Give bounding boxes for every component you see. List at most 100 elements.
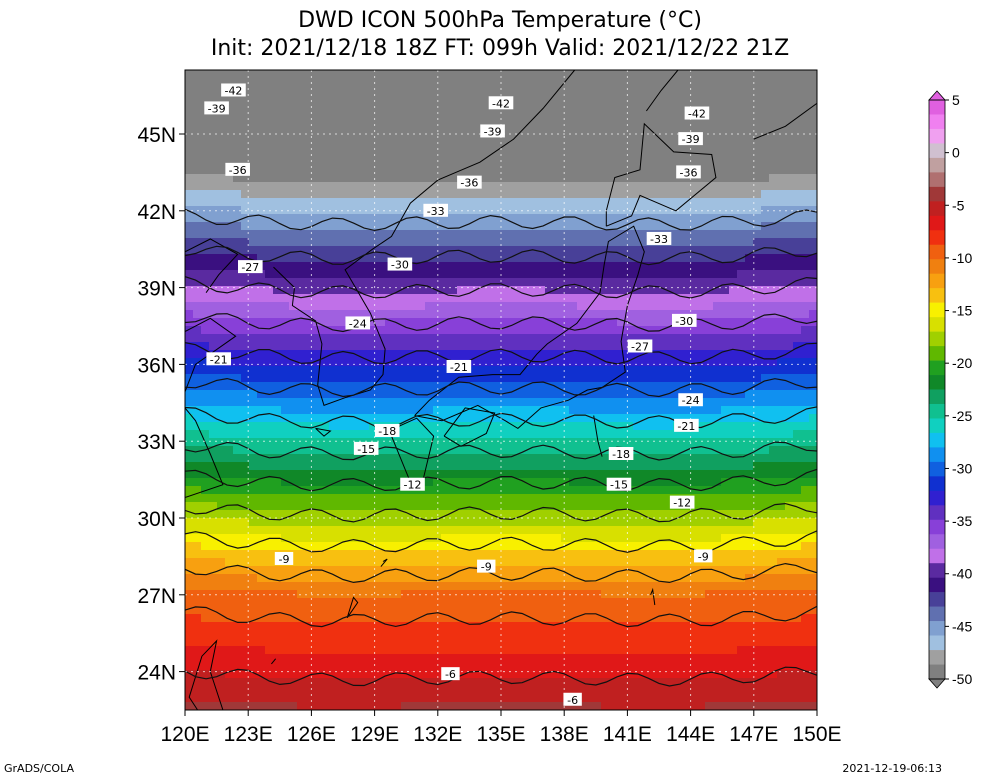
contour-label: -42 <box>488 96 514 110</box>
lon-tick-label: 138E <box>540 723 589 746</box>
colorbar-swatch <box>929 650 945 665</box>
isotherm-line <box>185 562 817 584</box>
isotherm-line <box>185 468 817 492</box>
contour-label: -6 <box>563 692 582 707</box>
isotherm-line <box>185 441 817 461</box>
colorbar-swatch <box>929 606 945 622</box>
contour-label: -30 <box>387 257 413 272</box>
colorbar-swatch <box>929 259 945 274</box>
colorbar-swatch <box>929 375 945 390</box>
colorbar-label: -50 <box>952 671 972 687</box>
colorbar-swatch <box>929 563 945 578</box>
contour-label: -18 <box>608 447 634 461</box>
coastline <box>593 415 603 457</box>
colorbar-swatch <box>929 403 945 419</box>
colorbar-swatch <box>929 172 945 188</box>
contour-label: -15 <box>606 477 632 492</box>
lon-tick-label: 132E <box>413 723 462 746</box>
lat-tick-label: 45N <box>137 124 176 147</box>
map-subtitle: Init: 2021/12/18 18Z FT: 099h Valid: 202… <box>210 36 790 61</box>
isotherm-line <box>185 208 817 232</box>
colorbar-swatch <box>929 577 945 593</box>
colorbar-swatch <box>929 230 945 246</box>
lon-tick-label: 147E <box>729 723 778 746</box>
lon-tick-label: 150E <box>792 723 841 746</box>
colorbar-swatch <box>929 447 945 463</box>
colorbar-swatch <box>929 360 945 376</box>
colorbar-swatch <box>929 534 945 550</box>
colorbar-swatch <box>929 273 945 289</box>
colorbar-label: -30 <box>952 460 972 476</box>
lat-tick-label: 42N <box>137 201 176 224</box>
coastline <box>380 558 388 567</box>
contour-label: -42 <box>684 106 710 121</box>
contour-label: -21 <box>206 352 232 366</box>
colorbar-swatch <box>929 215 945 231</box>
colorbar-swatch <box>929 476 945 492</box>
contour-label: -24 <box>678 393 703 407</box>
colorbar-swatch <box>929 548 945 564</box>
coastline <box>315 427 332 437</box>
contour-label: -27 <box>238 260 263 274</box>
coastline <box>753 102 817 140</box>
contour-label: -9 <box>694 549 713 563</box>
software-credit: GrADS/COLA <box>4 762 74 775</box>
contour-label: -39 <box>204 101 229 115</box>
coastline <box>271 658 276 665</box>
lon-tick-label: 144E <box>666 723 715 746</box>
colorbar-swatch <box>929 490 945 506</box>
contour-label: -21 <box>674 418 699 433</box>
colorbar-swatch <box>929 346 945 361</box>
colorbar-label: -25 <box>952 408 972 424</box>
colorbar-label: -40 <box>952 566 972 582</box>
contour-label: -30 <box>671 313 697 328</box>
lon-tick-label: 126E <box>287 723 336 746</box>
contour-label: -9 <box>477 559 496 574</box>
colorbar-swatch <box>929 418 945 434</box>
lon-tick-label: 141E <box>603 723 652 746</box>
axis-ticks: 45N 42N 39N 36N 33N 30N 27N 24N 120E 123E 126E 129E… <box>137 124 841 746</box>
contour-label: -12 <box>669 495 695 510</box>
contour-label: -36 <box>457 175 482 190</box>
graticule <box>185 70 817 710</box>
contour-label: -27 <box>627 339 653 353</box>
lat-tick-label: 36N <box>137 354 176 377</box>
colorbar-label: -45 <box>952 618 972 634</box>
isotherm-line <box>185 245 817 266</box>
colorbar-label: -35 <box>952 513 972 529</box>
colorbar-swatch <box>929 100 945 115</box>
lat-tick-label: 24N <box>137 662 176 685</box>
colorbar-label: -5 <box>952 197 965 213</box>
colorbar-swatch <box>929 664 945 680</box>
contour-label: -39 <box>678 132 703 146</box>
lon-tick-label: 135E <box>476 723 525 746</box>
lat-tick-label: 39N <box>137 278 176 301</box>
isotherm-line <box>185 341 817 365</box>
contour-label: -24 <box>345 316 371 330</box>
lat-tick-label: 30N <box>137 508 176 531</box>
colorbar-swatch <box>929 186 945 202</box>
lon-tick-label: 123E <box>224 723 273 746</box>
contour-label: -39 <box>480 124 505 138</box>
colorbar-swatch <box>929 432 945 448</box>
lat-tick-label: 27N <box>137 585 176 608</box>
colorbar: 5 0 -5 -10 -15 -20 -25 -30 -35 -40 -45 -50 <box>928 90 972 689</box>
colorbar-label: -10 <box>952 250 972 266</box>
contour-label: -33 <box>423 203 448 218</box>
colorbar-swatch <box>929 201 945 217</box>
colorbar-label: 0 <box>952 145 960 161</box>
colorbar-label: -20 <box>952 355 972 371</box>
colorbar-swatch <box>929 635 945 651</box>
colorbar-swatch <box>929 143 945 159</box>
coastline <box>273 70 576 407</box>
coastline <box>185 238 239 293</box>
lon-tick-label: 120E <box>160 723 209 746</box>
colorbar-swatch <box>929 505 945 521</box>
colorbar-swatch <box>929 302 945 318</box>
colorbar-max-arrow <box>928 90 946 101</box>
lat-tick-label: 33N <box>137 431 176 454</box>
colorbar-swatch <box>929 317 945 332</box>
contour-label: -36 <box>225 162 250 177</box>
coastline <box>605 122 717 227</box>
contour-label: -42 <box>221 83 246 97</box>
